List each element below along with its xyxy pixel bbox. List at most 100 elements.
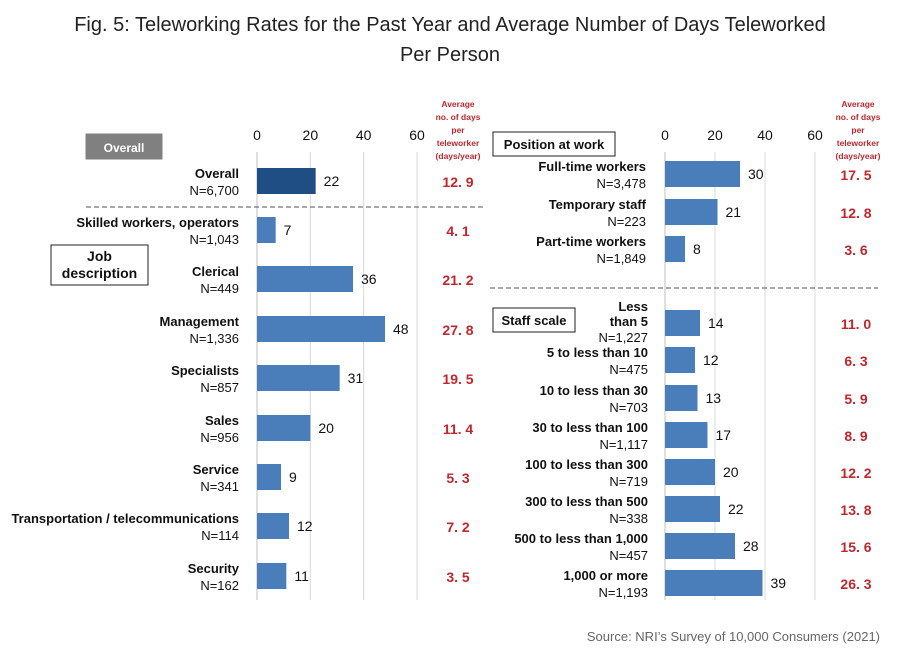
right-position-n-label: N=223 bbox=[607, 214, 646, 229]
job-description-box-box bbox=[50, 244, 149, 286]
left-n-label: N=341 bbox=[200, 479, 239, 494]
right-scale-avg-value: 11. 0 bbox=[841, 316, 872, 332]
right-scale-category-label: than 5 bbox=[610, 314, 648, 329]
left-avg-value: 5. 3 bbox=[446, 470, 470, 486]
right-scale-category-label: Less bbox=[618, 299, 648, 314]
right-scale-avg-value: 13. 8 bbox=[840, 502, 871, 518]
left-avg-value: 27. 8 bbox=[442, 322, 473, 338]
staff-scale-box-box bbox=[492, 307, 576, 333]
right-position-bar bbox=[665, 161, 740, 187]
right-scale-category-label: 5 to less than 10 bbox=[547, 345, 648, 360]
left-value-label: 7 bbox=[284, 222, 292, 238]
right-scale-bar bbox=[665, 533, 735, 559]
right-position-category-label: Temporary staff bbox=[549, 197, 647, 212]
left-n-label: N=449 bbox=[200, 281, 239, 296]
left-tick-label: 40 bbox=[356, 127, 372, 143]
left-category-label: Management bbox=[160, 314, 240, 329]
staff-scale-box-text: Staff scale bbox=[501, 313, 566, 328]
left-avg-header-line: teleworker bbox=[437, 138, 480, 148]
right-position-category-label: Part-time workers bbox=[536, 234, 646, 249]
left-category-label: Sales bbox=[205, 413, 239, 428]
right-scale-n-label: N=338 bbox=[609, 511, 648, 526]
left-value-label: 31 bbox=[348, 370, 364, 386]
right-scale-value-label: 17 bbox=[716, 427, 732, 443]
left-n-label: N=114 bbox=[201, 528, 239, 543]
left-avg-header-line: (days/year) bbox=[436, 151, 481, 161]
position-at-work-box-box bbox=[492, 131, 616, 157]
right-scale-value-label: 14 bbox=[708, 315, 724, 331]
left-bar bbox=[257, 168, 316, 194]
figure-title-line-1: Fig. 5: Teleworking Rates for the Past Y… bbox=[74, 14, 826, 36]
left-avg-value: 19. 5 bbox=[442, 371, 473, 387]
job-description-box-text: Job bbox=[87, 248, 112, 264]
right-scale-n-label: N=719 bbox=[609, 474, 648, 489]
right-scale-bar bbox=[665, 347, 695, 373]
left-value-label: 9 bbox=[289, 469, 297, 485]
right-avg-header-line: teleworker bbox=[837, 138, 880, 148]
right-position-avg-value: 12. 8 bbox=[840, 205, 871, 221]
left-category-label: Specialists bbox=[171, 363, 239, 378]
right-position-value-label: 21 bbox=[726, 204, 742, 220]
source-note: Source: NRI’s Survey of 10,000 Consumers… bbox=[586, 629, 880, 644]
left-category-label: Overall bbox=[195, 166, 239, 181]
right-scale-bar bbox=[665, 496, 720, 522]
right-scale-value-label: 22 bbox=[728, 501, 744, 517]
left-value-label: 22 bbox=[324, 173, 340, 189]
job-description-box-text: description bbox=[62, 265, 137, 281]
right-avg-header-line: Average bbox=[841, 99, 875, 109]
right-position-category-label: Full-time workers bbox=[538, 159, 646, 174]
right-position-n-label: N=3,478 bbox=[596, 176, 646, 191]
figure-title: Fig. 5: Teleworking Rates for the Past Y… bbox=[0, 10, 900, 70]
right-scale-value-label: 39 bbox=[771, 575, 787, 591]
right-scale-bar bbox=[665, 459, 715, 485]
left-avg-header-line: per bbox=[451, 125, 465, 135]
left-avg-value: 3. 5 bbox=[446, 569, 470, 585]
left-avg-header-line: no. of days bbox=[436, 112, 481, 122]
left-n-label: N=857 bbox=[200, 380, 239, 395]
right-scale-n-label: N=703 bbox=[609, 400, 648, 415]
right-scale-value-label: 13 bbox=[706, 390, 722, 406]
left-bar bbox=[257, 415, 311, 441]
right-scale-avg-value: 6. 3 bbox=[844, 353, 868, 369]
left-avg-header-line: Average bbox=[441, 99, 475, 109]
right-position-value-label: 8 bbox=[693, 241, 701, 257]
left-n-label: N=1,043 bbox=[189, 232, 239, 247]
right-scale-value-label: 28 bbox=[743, 538, 759, 554]
right-scale-category-label: 500 to less than 1,000 bbox=[514, 531, 648, 546]
right-scale-bar bbox=[665, 422, 708, 448]
right-scale-value-label: 20 bbox=[723, 464, 739, 480]
right-avg-header-line: (days/year) bbox=[836, 151, 881, 161]
left-tick-label: 60 bbox=[409, 127, 425, 143]
left-bar bbox=[257, 513, 289, 539]
left-category-label: Skilled workers, operators bbox=[76, 215, 239, 230]
right-position-bar bbox=[665, 199, 718, 225]
right-scale-category-label: 1,000 or more bbox=[563, 568, 648, 583]
right-scale-avg-value: 12. 2 bbox=[840, 465, 871, 481]
right-position-bar bbox=[665, 236, 685, 262]
right-avg-header-line: per bbox=[851, 125, 865, 135]
right-tick-label: 20 bbox=[707, 127, 723, 143]
left-avg-value: 11. 4 bbox=[443, 421, 474, 437]
right-tick-label: 60 bbox=[807, 127, 823, 143]
right-scale-avg-value: 26. 3 bbox=[840, 576, 871, 592]
left-bar bbox=[257, 563, 287, 589]
left-n-label: N=6,700 bbox=[189, 183, 239, 198]
overall-badge-box bbox=[85, 133, 163, 160]
left-bar bbox=[257, 217, 276, 243]
left-n-label: N=956 bbox=[200, 430, 239, 445]
left-avg-value: 12. 9 bbox=[442, 174, 473, 190]
left-value-label: 11 bbox=[294, 568, 309, 584]
left-category-label: Transportation / telecommunications bbox=[11, 511, 239, 526]
right-scale-avg-value: 5. 9 bbox=[844, 391, 868, 407]
right-scale-n-label: N=1,193 bbox=[598, 585, 648, 600]
left-n-label: N=1,336 bbox=[189, 331, 239, 346]
left-avg-value: 7. 2 bbox=[446, 519, 470, 535]
left-value-label: 20 bbox=[318, 420, 334, 436]
left-bar bbox=[257, 266, 353, 292]
left-bar bbox=[257, 316, 385, 342]
left-tick-label: 0 bbox=[253, 127, 261, 143]
right-scale-category-label: 10 to less than 30 bbox=[540, 383, 648, 398]
right-scale-category-label: 300 to less than 500 bbox=[525, 494, 648, 509]
right-scale-bar bbox=[665, 570, 763, 596]
